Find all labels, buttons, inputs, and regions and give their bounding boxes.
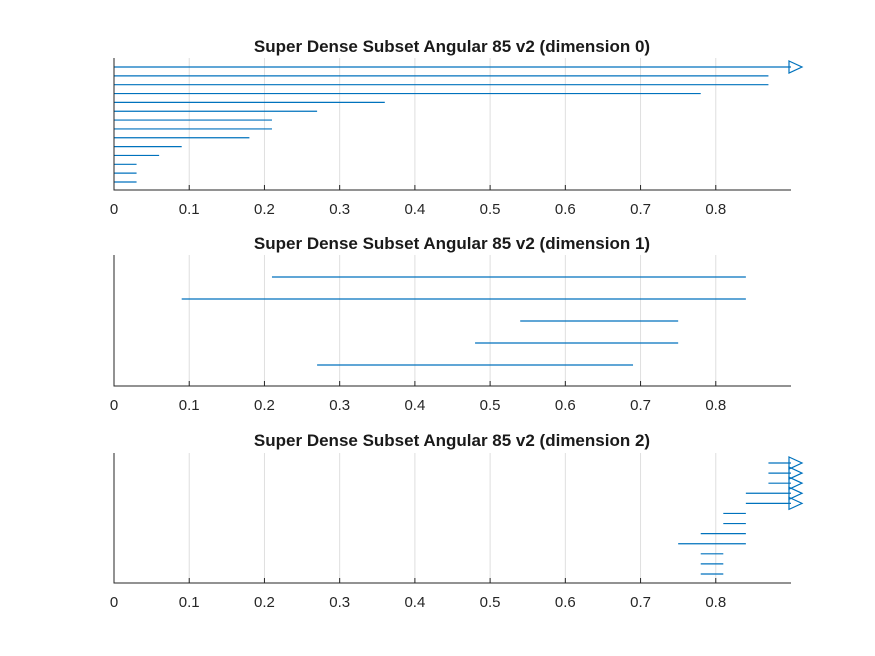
x-tick-label: 0.1 xyxy=(179,201,200,218)
subplot-dimension-0: Super Dense Subset Angular 85 v2 (dimens… xyxy=(110,37,804,218)
overflow-arrow-marker xyxy=(788,466,804,481)
x-tick-label: 0.3 xyxy=(329,201,350,218)
x-tick-label: 0.2 xyxy=(254,397,275,414)
axes xyxy=(113,255,791,387)
x-tick-label: 0.8 xyxy=(705,594,726,611)
subplot-title: Super Dense Subset Angular 85 v2 (dimens… xyxy=(254,431,650,450)
x-tick-label: 0.7 xyxy=(630,201,651,218)
overflow-arrow-marker xyxy=(788,456,804,470)
x-tick-label: 0.4 xyxy=(404,594,425,611)
segments xyxy=(114,60,804,183)
x-tick-label: 0.4 xyxy=(404,201,425,218)
x-tick-label: 0.7 xyxy=(630,397,651,414)
subplot-title: Super Dense Subset Angular 85 v2 (dimens… xyxy=(254,37,650,56)
x-tick-label: 0.1 xyxy=(179,397,200,414)
x-tick-label: 0 xyxy=(110,397,118,414)
x-tick-label: 0.3 xyxy=(329,397,350,414)
x-tick-labels: 0 0.1 0.2 0.3 0.4 0.5 0.6 0.7 0.8 xyxy=(110,594,726,611)
x-tick-label: 0 xyxy=(110,594,118,611)
x-tick-label: 0.3 xyxy=(329,594,350,611)
gridlines xyxy=(188,453,717,583)
axis-lines xyxy=(113,58,791,191)
overflow-arrow-marker xyxy=(788,60,804,74)
axes xyxy=(113,453,791,584)
segments xyxy=(678,456,804,575)
x-tick-label: 0.6 xyxy=(555,201,576,218)
segments xyxy=(181,276,746,366)
x-tick-label: 0.7 xyxy=(630,594,651,611)
x-tick-label: 0.5 xyxy=(480,397,501,414)
x-tick-label: 0 xyxy=(110,201,118,218)
x-tick-labels: 0 0.1 0.2 0.3 0.4 0.5 0.6 0.7 0.8 xyxy=(110,397,726,414)
axes xyxy=(113,58,791,191)
x-tick-label: 0.2 xyxy=(254,201,275,218)
subplot-dimension-2: Super Dense Subset Angular 85 v2 (dimens… xyxy=(110,431,804,611)
x-tick-label: 0.8 xyxy=(705,397,726,414)
x-tick-label: 0.4 xyxy=(404,397,425,414)
x-tick-label: 0.6 xyxy=(555,397,576,414)
overflow-arrow-marker xyxy=(788,486,804,501)
x-tick-label: 0.5 xyxy=(480,201,501,218)
axis-lines xyxy=(113,255,791,387)
subplot-title: Super Dense Subset Angular 85 v2 (dimens… xyxy=(254,234,650,253)
axis-lines xyxy=(113,453,791,584)
x-tick-labels: 0 0.1 0.2 0.3 0.4 0.5 0.6 0.7 0.8 xyxy=(110,201,726,218)
x-tick-label: 0.8 xyxy=(705,201,726,218)
overflow-arrow-marker xyxy=(788,476,804,491)
x-tick-label: 0.1 xyxy=(179,594,200,611)
x-tick-label: 0.5 xyxy=(480,594,501,611)
x-tick-label: 0.6 xyxy=(555,594,576,611)
x-tick-label: 0.2 xyxy=(254,594,275,611)
subplot-dimension-1: Super Dense Subset Angular 85 v2 (dimens… xyxy=(110,234,791,414)
gridlines xyxy=(188,58,717,190)
overflow-arrow-marker xyxy=(788,496,804,511)
